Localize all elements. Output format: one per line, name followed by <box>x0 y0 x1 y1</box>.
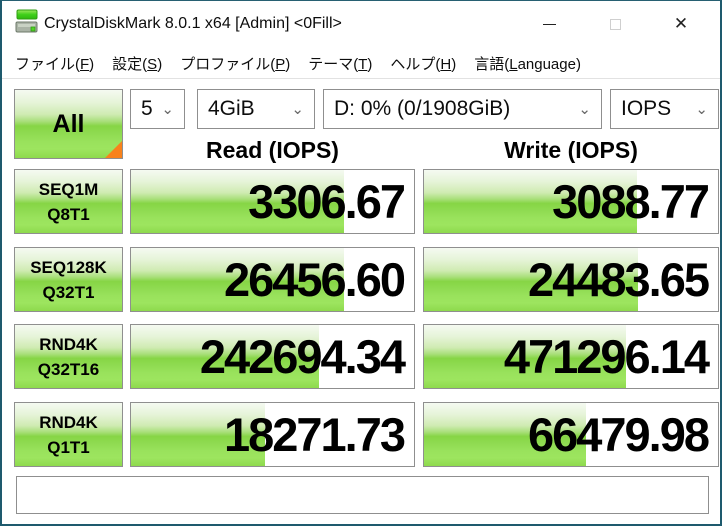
read-result-seq1m-q8t1: 3306.67 <box>130 169 415 234</box>
close-button[interactable]: ✕ <box>648 1 714 47</box>
close-icon: ✕ <box>673 14 689 33</box>
result-bar <box>424 403 586 466</box>
chevron-down-icon: ⌄ <box>161 100 174 118</box>
test-button-rnd4k-q32t16[interactable]: RND4K Q32T16 <box>14 324 123 389</box>
menu-help[interactable]: ヘルプ(H) <box>390 55 457 73</box>
maximize-icon <box>609 18 621 30</box>
window-controls: ✕ <box>516 1 714 47</box>
minimize-icon <box>542 23 556 25</box>
write-value: 471296.14 <box>503 330 710 383</box>
maximize-button[interactable] <box>582 1 648 47</box>
test-count-select[interactable]: 5 ⌄ <box>130 89 185 129</box>
write-value: 66479.98 <box>527 408 710 461</box>
read-result-seq128k-q32t1: 26456.60 <box>130 247 415 312</box>
test-button-seq1m-q8t1[interactable]: SEQ1M Q8T1 <box>14 169 123 234</box>
menu-theme[interactable]: テーマ(T) <box>308 55 373 73</box>
result-bar <box>131 170 345 233</box>
chevron-down-icon: ⌄ <box>578 100 591 118</box>
target-drive-select[interactable]: D: 0% (0/1908GiB) ⌄ <box>323 89 602 129</box>
result-bar <box>131 325 319 388</box>
menu-bar: ファイル(F) 設定(S) プロファイル(P) テーマ(T) ヘルプ(H) 言語… <box>2 48 720 79</box>
read-column-header: Read (IOPS) <box>206 137 339 163</box>
read-value: 26456.60 <box>223 253 406 306</box>
menu-language[interactable]: 言語(Language) <box>474 55 581 73</box>
title-bar: CrystalDiskMark 8.0.1 x64 [Admin] <0Fill… <box>2 1 720 47</box>
chevron-down-icon: ⌄ <box>695 100 708 118</box>
menu-profile[interactable]: プロファイル(P) <box>180 55 291 73</box>
read-value: 18271.73 <box>223 408 406 461</box>
chevron-down-icon: ⌄ <box>291 100 304 118</box>
unit-select[interactable]: IOPS ⌄ <box>610 89 719 129</box>
menu-settings[interactable]: 設定(S) <box>112 55 163 73</box>
result-bar <box>131 403 266 466</box>
write-value: 24483.65 <box>527 253 710 306</box>
profile-corner-marker <box>105 141 122 158</box>
minimize-button[interactable] <box>516 1 582 47</box>
window-title: CrystalDiskMark 8.0.1 x64 [Admin] <0Fill… <box>44 15 342 32</box>
menu-file[interactable]: ファイル(F) <box>15 55 95 73</box>
test-size-select[interactable]: 4GiB ⌄ <box>197 89 315 129</box>
test-button-seq128k-q32t1[interactable]: SEQ128K Q32T1 <box>14 247 123 312</box>
write-result-rnd4k-q1t1: 66479.98 <box>423 402 719 467</box>
result-bar <box>424 325 627 388</box>
write-result-seq1m-q8t1: 3088.77 <box>423 169 719 234</box>
result-bar <box>131 248 344 311</box>
app-icon <box>15 9 38 33</box>
run-all-label: All <box>52 109 85 138</box>
read-value: 242694.34 <box>199 330 406 383</box>
read-result-rnd4k-q1t1: 18271.73 <box>130 402 415 467</box>
result-bar <box>424 248 638 311</box>
status-message-box <box>16 476 709 514</box>
test-button-rnd4k-q1t1[interactable]: RND4K Q1T1 <box>14 402 123 467</box>
read-result-rnd4k-q32t16: 242694.34 <box>130 324 415 389</box>
write-value: 3088.77 <box>552 175 710 228</box>
write-column-header: Write (IOPS) <box>504 137 638 163</box>
run-all-button[interactable]: All <box>14 89 123 159</box>
read-value: 3306.67 <box>248 175 406 228</box>
write-result-seq128k-q32t1: 24483.65 <box>423 247 719 312</box>
result-bar <box>424 170 638 233</box>
write-result-rnd4k-q32t16: 471296.14 <box>423 324 719 389</box>
